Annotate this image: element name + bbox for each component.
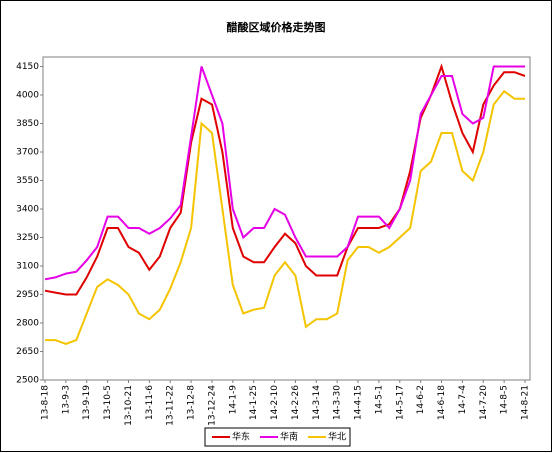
y-tick-label: 3700: [16, 148, 39, 158]
y-tick-label: 2800: [16, 319, 39, 329]
y-tick-label: 3850: [16, 119, 39, 129]
chart-title: 醋酸区域价格走势图: [227, 20, 326, 34]
x-tick-label: 13-12-8: [187, 385, 197, 420]
series-line: [44, 63, 526, 296]
x-tick-label: 13-9-19: [82, 385, 92, 420]
legend-label: 华南: [280, 431, 298, 443]
x-tick-label: 14-1-25: [249, 385, 259, 420]
x-tick-label: 14-3-30: [333, 385, 343, 420]
x-tick-label: 13-10-21: [124, 385, 134, 426]
x-tick-label: 13-10-5: [103, 385, 113, 420]
x-tick-label: 13-11-6: [145, 385, 155, 420]
x-tick-label: 13-11-22: [166, 385, 176, 426]
x-tick-label: 13-9-3: [61, 385, 71, 414]
x-tick-label: 14-1-9: [228, 385, 238, 415]
y-tick-label: 2650: [16, 347, 39, 357]
y-tick-label: 4150: [16, 62, 39, 72]
x-tick-label: 14-2-10: [270, 385, 280, 420]
y-tick-label: 3100: [16, 262, 39, 272]
y-tick-label: 4000: [16, 91, 39, 101]
legend-label: 华东: [232, 431, 250, 443]
y-tick-label: 2950: [16, 290, 39, 300]
x-tick-label: 14-6-2: [416, 385, 426, 414]
x-tick-label: 13-8-18: [41, 385, 51, 420]
x-tick-label: 14-8-5: [500, 385, 510, 414]
x-tick-label: 14-5-17: [395, 385, 405, 420]
series-line: [45, 89, 525, 345]
x-tick-label: 14-2-26: [291, 385, 301, 420]
series-line: [44, 65, 525, 281]
x-tick-label: 14-7-4: [458, 385, 468, 415]
x-tick-label: 14-4-15: [354, 385, 364, 420]
y-tick-label: 3400: [16, 205, 39, 215]
x-tick-label: 14-3-14: [312, 385, 322, 420]
x-tick-label: 13-12-24: [207, 385, 217, 426]
y-tick-label: 3550: [16, 176, 39, 186]
x-tick-label: 14-8-21: [521, 385, 531, 420]
x-tick-label: 14-5-1: [374, 385, 384, 414]
legend-label: 华北: [328, 431, 346, 443]
y-tick-label: 2500: [16, 376, 39, 386]
x-tick-label: 14-6-18: [437, 385, 447, 420]
x-tick-label: 14-7-20: [479, 385, 489, 420]
y-tick-label: 3250: [16, 233, 39, 243]
